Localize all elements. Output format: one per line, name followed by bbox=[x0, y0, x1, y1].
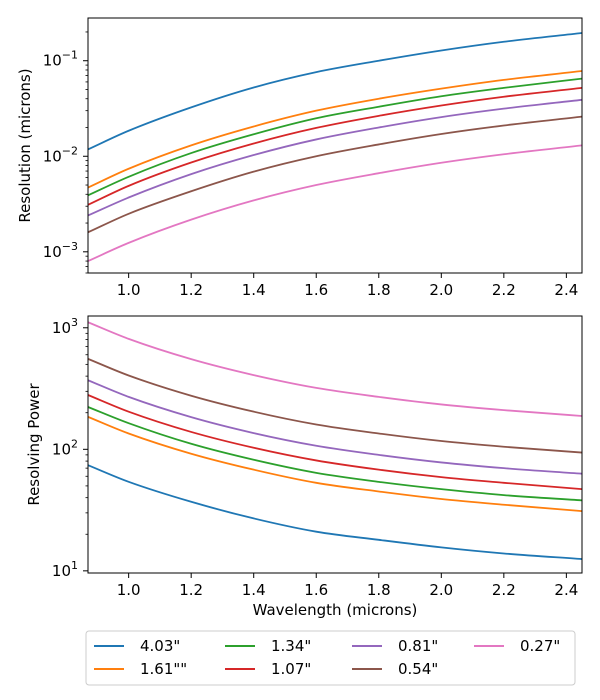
series-line-top-5 bbox=[88, 115, 582, 234]
series-line-bottom-4 bbox=[88, 379, 582, 475]
y-tick-label: 10−2 bbox=[43, 144, 78, 165]
x-tick-label: 1.4 bbox=[242, 281, 266, 299]
legend-entry-label: 1.07" bbox=[271, 660, 311, 678]
series-line-bottom-3 bbox=[88, 394, 582, 491]
legend: 4.03" 1.61"" 1.34" 1.07" 0.81" 0.54" 0.27" bbox=[85, 630, 576, 686]
x-tick-label: 1.8 bbox=[367, 581, 391, 599]
x-tick-label: 1.2 bbox=[179, 281, 203, 299]
series-line-bottom-5 bbox=[88, 358, 582, 454]
x-tick-label: 2.0 bbox=[429, 581, 453, 599]
x-tick-label: 2.2 bbox=[492, 581, 516, 599]
plot-bottom: 1.0 1.2 1.4 1.6 1.8 2.0 2.2 2.4 101 102 103 Resolvi… bbox=[25, 315, 583, 619]
y-tick-label: 10−3 bbox=[43, 240, 78, 261]
x-tick-label: 1.6 bbox=[304, 581, 328, 599]
series-line-top-3 bbox=[88, 86, 582, 206]
y-tick-label: 10−1 bbox=[43, 49, 78, 70]
x-axis-label: Wavelength (microns) bbox=[253, 601, 418, 619]
series-line-top-2 bbox=[88, 77, 582, 197]
x-tick-label: 2.4 bbox=[554, 281, 578, 299]
y-axis-label-bottom: Resolving Power bbox=[25, 383, 43, 506]
x-tick-label: 2.2 bbox=[492, 281, 516, 299]
x-tick-label: 1.8 bbox=[367, 281, 391, 299]
legend-box bbox=[85, 630, 576, 686]
x-tick-label: 1.2 bbox=[179, 581, 203, 599]
series-line-bottom-1 bbox=[88, 416, 582, 513]
series-line-top-6 bbox=[88, 144, 582, 262]
x-tick-label: 1.0 bbox=[117, 581, 141, 599]
legend-entry-label: 0.81" bbox=[398, 637, 438, 655]
y-tick-label: 103 bbox=[52, 316, 78, 337]
legend-entry-label: 4.03" bbox=[140, 637, 180, 655]
x-tick-label: 1.4 bbox=[242, 581, 266, 599]
plot-frame-top bbox=[87, 17, 583, 274]
x-tick-label: 2.0 bbox=[429, 281, 453, 299]
legend-entry-label: 1.61"" bbox=[140, 660, 187, 678]
series-line-top-1 bbox=[88, 70, 582, 189]
series-line-top-0 bbox=[88, 32, 582, 151]
legend-entry-label: 1.34" bbox=[271, 637, 311, 655]
y-axis-label-top: Resolution (microns) bbox=[16, 68, 34, 222]
plot-frame-bottom bbox=[87, 315, 583, 574]
series-line-bottom-0 bbox=[88, 464, 582, 560]
x-tick-label: 2.4 bbox=[554, 581, 578, 599]
legend-entry-label: 0.27" bbox=[520, 637, 560, 655]
x-tick-label: 1.0 bbox=[117, 281, 141, 299]
x-tick-label: 1.6 bbox=[304, 281, 328, 299]
series-line-top-4 bbox=[88, 98, 582, 217]
y-tick-label: 102 bbox=[52, 437, 78, 458]
legend-entry-label: 0.54" bbox=[398, 660, 438, 678]
series-line-bottom-2 bbox=[88, 406, 582, 502]
plot-top: 1.0 1.2 1.4 1.6 1.8 2.0 2.2 2.4 10−3 10−2 10−1 Reso… bbox=[16, 17, 583, 299]
series-line-bottom-6 bbox=[88, 321, 582, 417]
y-tick-label: 101 bbox=[52, 559, 78, 580]
